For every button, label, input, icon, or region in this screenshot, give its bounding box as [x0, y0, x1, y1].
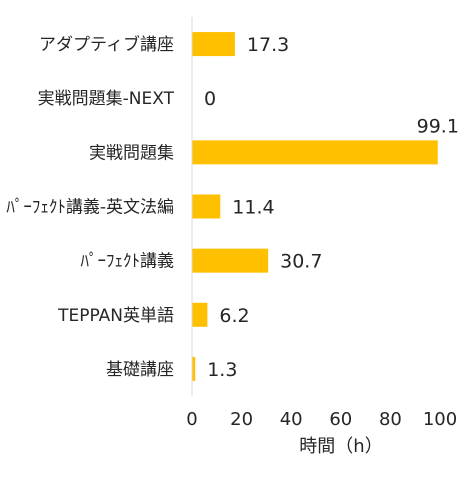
x-tick-label: 0	[186, 409, 197, 430]
x-axis-title: 時間（h）	[299, 436, 382, 457]
x-tick-label: 40	[280, 409, 303, 430]
x-tick-label: 60	[329, 409, 352, 430]
x-tick-label: 100	[423, 409, 457, 430]
category-label: 実戦問題集-NEXT	[38, 89, 175, 109]
bar	[192, 140, 438, 165]
category-label: 実戦問題集	[89, 143, 174, 163]
x-tick-label: 20	[230, 409, 253, 430]
data-label: 99.1	[417, 115, 459, 137]
data-label: 6.2	[219, 305, 249, 327]
data-label: 11.4	[232, 197, 274, 219]
bar	[192, 194, 221, 219]
data-label: 0	[204, 88, 216, 110]
category-label: ﾊﾟｰﾌｪｸﾄ講義-英文法編	[6, 198, 174, 218]
bar	[192, 356, 196, 381]
category-label: アダプティブ講座	[39, 34, 174, 55]
category-label: ﾊﾟｰﾌｪｸﾄ講義	[81, 252, 175, 272]
bar	[192, 302, 208, 327]
x-tick-label: 80	[379, 409, 402, 430]
bar	[192, 248, 269, 273]
bar	[192, 32, 235, 57]
bars-layer	[192, 32, 438, 381]
data-label: 30.7	[280, 251, 322, 273]
data-label: 17.3	[247, 34, 289, 56]
labels-layer: アダプティブ講座 17.3 実戦問題集-NEXT 0 実戦問題集 99.1 ﾊﾟｰﾌｪｸﾄ講…	[6, 34, 459, 430]
data-label: 1.3	[207, 359, 237, 381]
category-label: TEPPAN英単語	[57, 306, 174, 326]
category-label: 基礎講座	[106, 360, 174, 380]
